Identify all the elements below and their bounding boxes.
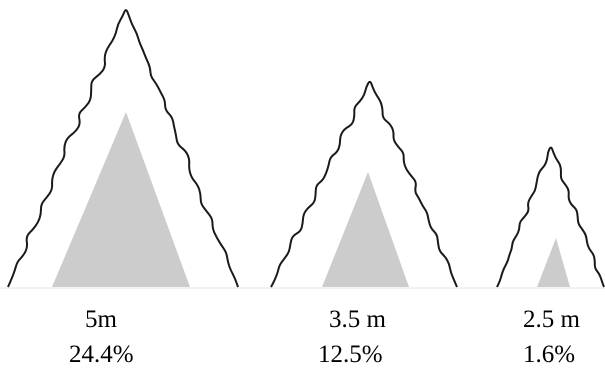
tree-2-core-triangle	[322, 172, 409, 287]
tree-2	[270, 80, 458, 288]
tree-3-core-triangle	[537, 238, 570, 287]
tree-2-height-label: 3.5 m	[329, 306, 386, 333]
tree-3-crown-outline	[496, 146, 605, 288]
tree-1	[7, 9, 239, 288]
tree-1-height-label: 5m	[85, 306, 117, 333]
tree-1-percent-label: 24.4%	[69, 341, 134, 368]
tree-2-crown-outline	[270, 80, 458, 288]
tree-1-crown-outline	[7, 9, 239, 288]
tree-3	[496, 146, 605, 288]
tree-2-percent-label: 12.5%	[318, 341, 383, 368]
tree-3-height-label: 2.5 m	[523, 306, 580, 333]
tree-3-percent-label: 1.6%	[523, 341, 576, 368]
tree-1-core-triangle	[52, 112, 190, 287]
